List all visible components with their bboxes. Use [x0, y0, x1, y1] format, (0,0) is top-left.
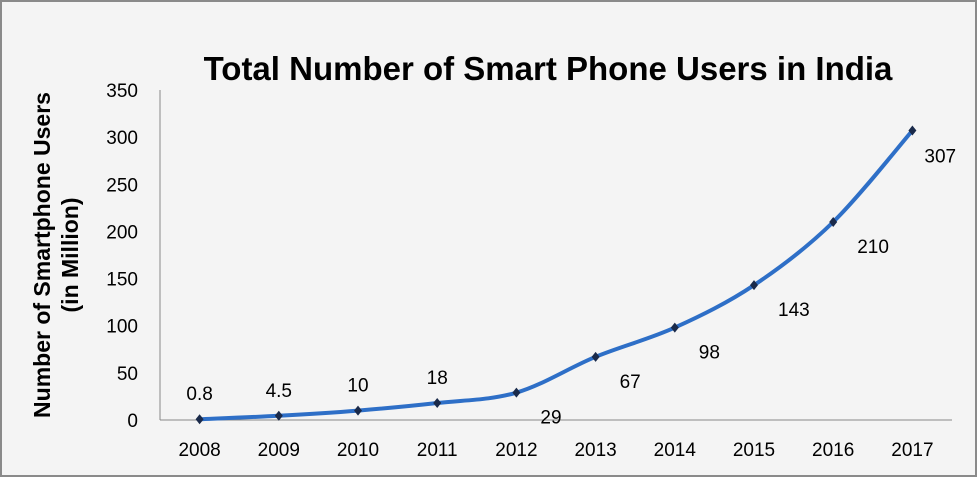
data-point-marker	[512, 387, 521, 398]
data-label: 4.5	[266, 381, 292, 402]
data-label: 98	[699, 343, 720, 364]
x-tick-label: 2015	[733, 440, 775, 461]
data-point-marker	[274, 410, 283, 421]
x-tick-label: 2014	[654, 440, 697, 461]
data-point-marker	[829, 217, 838, 227]
data-label: 0.8	[186, 384, 212, 405]
y-tick-label: 0	[127, 411, 138, 432]
data-label: 210	[857, 237, 889, 258]
y-axis-label-line2: (in Million)	[57, 198, 83, 313]
x-tick-label: 2010	[337, 440, 379, 461]
y-axis-label-line1: Number of Smartphone Users	[29, 92, 55, 418]
y-tick-label: 300	[106, 128, 138, 149]
x-tick-label: 2008	[178, 440, 220, 461]
data-point-marker	[433, 398, 442, 409]
x-tick-label: 2012	[495, 440, 537, 461]
y-tick-label: 50	[117, 364, 138, 385]
data-label: 307	[924, 147, 956, 168]
y-tick-label: 100	[106, 317, 138, 338]
x-tick-label: 2016	[812, 440, 854, 461]
y-tick-label: 250	[106, 175, 138, 196]
data-label: 10	[347, 376, 368, 397]
data-label: 143	[778, 300, 810, 321]
y-tick-label: 150	[106, 270, 138, 291]
data-point-marker	[591, 351, 600, 362]
x-tick-label: 2017	[891, 440, 933, 461]
data-point-marker	[908, 125, 917, 136]
y-tick-label: 200	[106, 222, 138, 243]
data-label: 29	[540, 408, 561, 429]
data-point-marker	[354, 405, 362, 416]
data-point-marker	[750, 280, 758, 291]
data-point-marker	[670, 322, 679, 333]
chart-title: Total Number of Smart Phone Users in Ind…	[204, 50, 893, 87]
x-tick-label: 2013	[574, 440, 616, 461]
data-label: 67	[620, 372, 641, 393]
data-point-marker	[195, 414, 204, 425]
x-tick-label: 2009	[258, 440, 300, 461]
data-label: 18	[427, 368, 448, 389]
y-tick-label: 350	[106, 81, 138, 102]
series-line	[199, 129, 914, 422]
x-tick-label: 2011	[417, 440, 458, 461]
